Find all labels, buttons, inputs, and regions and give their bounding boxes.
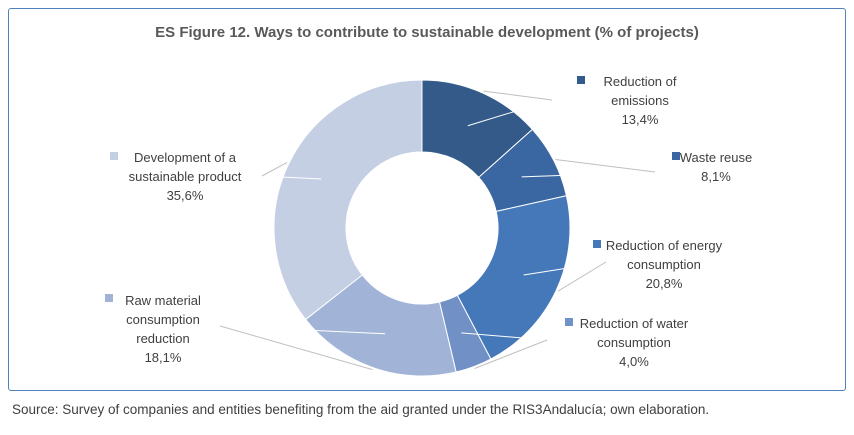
slice-5	[304, 274, 457, 377]
data-label-4: Reduction of water consumption 4,0%	[580, 316, 689, 369]
legend-marker-6	[110, 152, 118, 160]
leader-line-outer-3	[557, 261, 607, 292]
data-label-3: Reduction of energy consumption 20,8%	[606, 238, 723, 291]
data-label-1: Reduction of emissions 13,4%	[604, 74, 677, 127]
data-label-5: Raw material consumption reduction 18,1%	[125, 293, 201, 365]
leader-line-outer-6	[261, 161, 288, 177]
figure-frame	[8, 8, 846, 391]
chart-title: ES Figure 12. Ways to contribute to sust…	[155, 24, 699, 41]
leader-line-3	[523, 261, 607, 276]
leader-line-outer-1	[483, 90, 553, 101]
data-label-2: Waste reuse 8,1%	[680, 150, 753, 184]
leader-line-1	[467, 99, 553, 127]
source-note: Source: Survey of companies and entities…	[12, 402, 710, 417]
leader-line-4	[461, 332, 548, 341]
leader-line-6	[261, 175, 322, 180]
leader-line-outer-5	[219, 325, 373, 371]
leader-line-outer-2	[555, 158, 656, 173]
leader-line-outer-4	[474, 339, 548, 369]
data-label-6: Development of a sustainable product 35,6%	[129, 150, 242, 203]
legend-marker-4	[565, 318, 573, 326]
leader-line-5	[219, 325, 386, 335]
slice-3	[456, 195, 571, 360]
leader-line-2	[521, 171, 656, 178]
slice-6	[273, 79, 423, 321]
legend-marker-5	[105, 294, 113, 302]
donut-chart: Reduction of emissions 13,4%Waste reuse 8,1…	[105, 74, 753, 377]
legend-marker-2	[672, 152, 680, 160]
legend-marker-3	[593, 240, 601, 248]
legend-marker-1	[577, 76, 585, 84]
